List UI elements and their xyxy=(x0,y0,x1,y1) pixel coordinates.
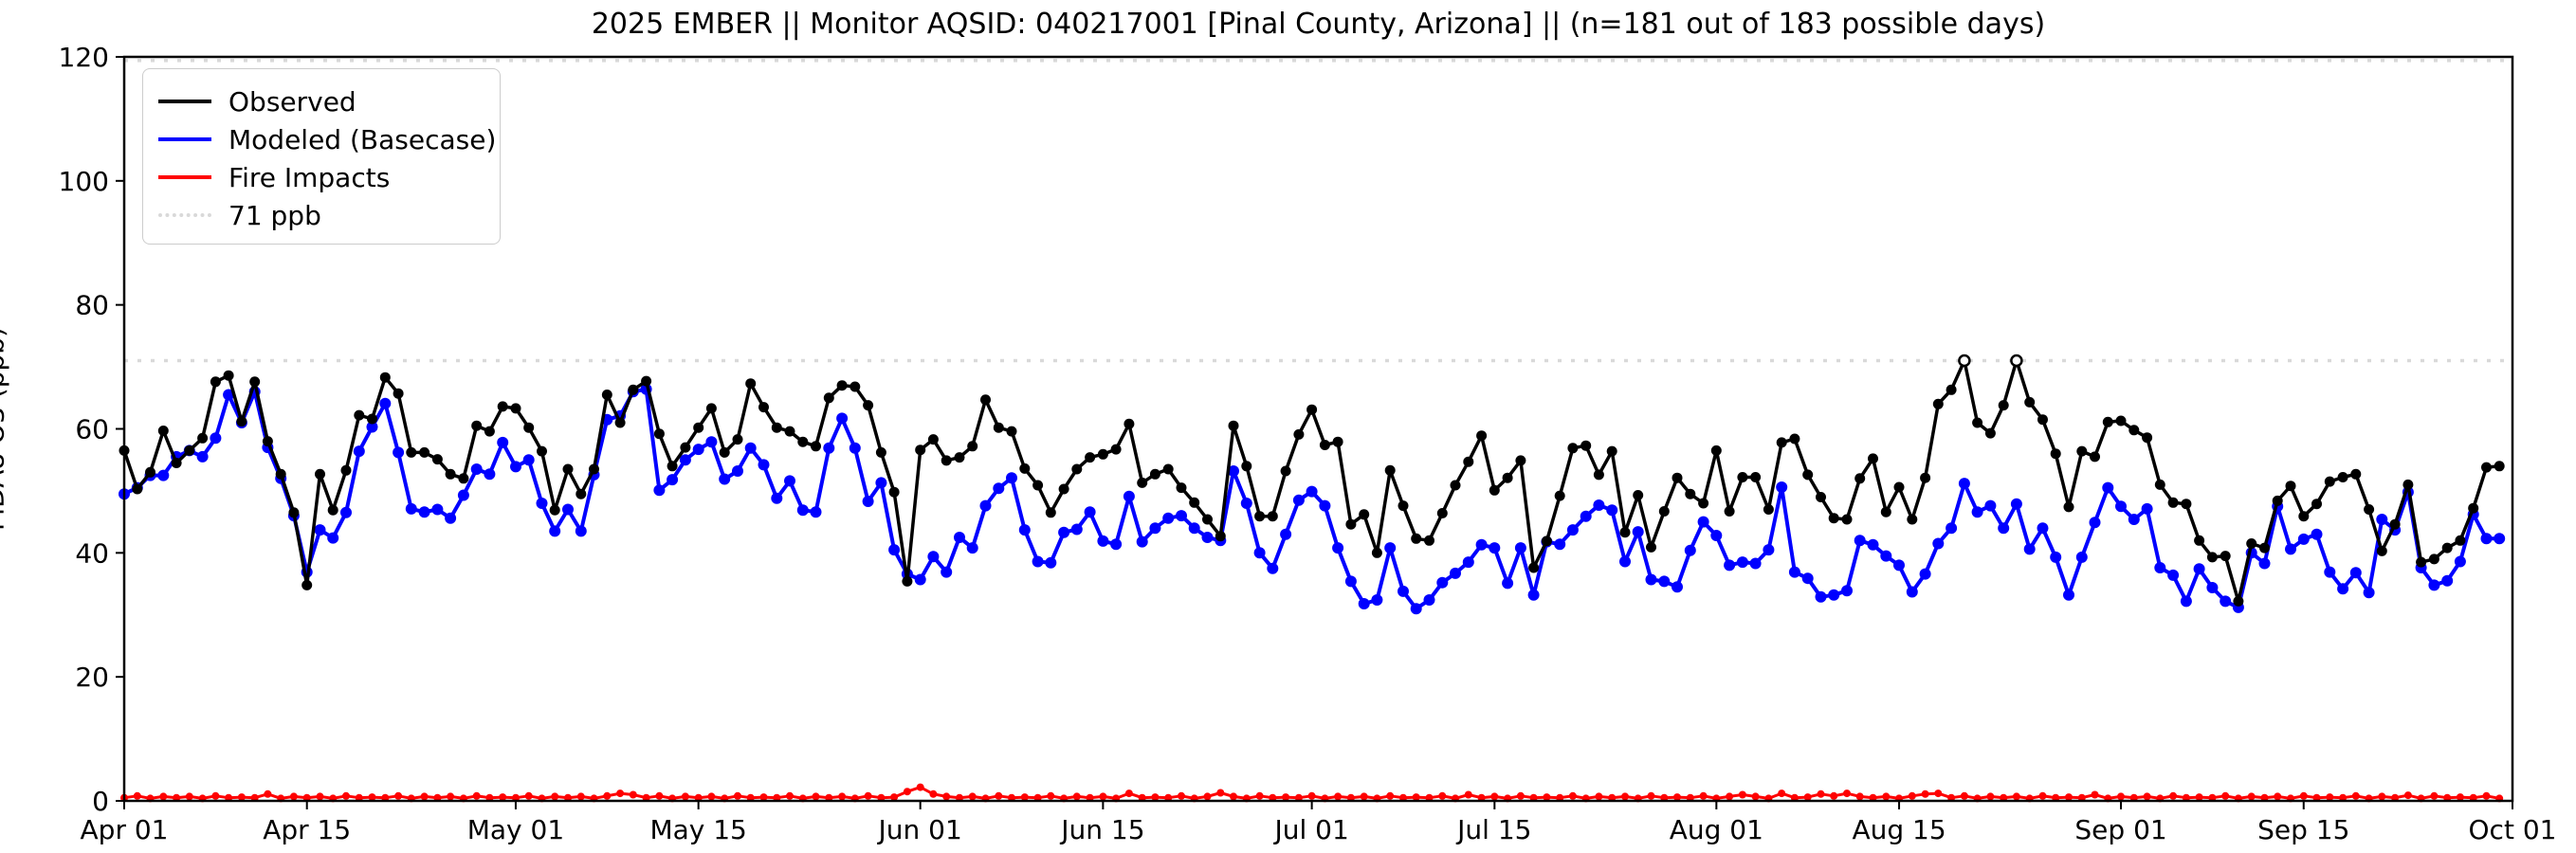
x-tick-label: Jul 15 xyxy=(1455,814,1531,845)
legend-label-threshold: 71 ppb xyxy=(228,199,321,231)
x-tick-label: Apr 15 xyxy=(263,814,351,845)
x-tick-label: Jul 01 xyxy=(1272,814,1348,845)
legend-item-observed: Observed xyxy=(143,82,500,120)
y-tick-label: 40 xyxy=(75,537,109,569)
legend-label-fire: Fire Impacts xyxy=(228,161,391,193)
x-tick-label: Apr 01 xyxy=(81,814,169,845)
x-tick-label: Sep 15 xyxy=(2257,814,2349,845)
x-tick-label: Oct 01 xyxy=(2469,814,2557,845)
legend-item-fire: Fire Impacts xyxy=(143,158,500,196)
series-line-observed xyxy=(122,358,2500,604)
fire-line-swatch xyxy=(158,175,211,179)
x-tick-label: May 15 xyxy=(649,814,746,845)
legend: Observed Modeled (Basecase) Fire Impacts… xyxy=(142,68,501,245)
legend-item-modeled: Modeled (Basecase) xyxy=(143,120,500,158)
x-tick-label: Aug 15 xyxy=(1852,814,1946,845)
x-tick-label: Sep 01 xyxy=(2074,814,2166,845)
legend-item-threshold: 71 ppb xyxy=(143,196,500,234)
y-tick-label: 20 xyxy=(75,662,109,693)
y-tick-label: 100 xyxy=(59,166,109,197)
x-tick-label: Aug 01 xyxy=(1670,814,1763,845)
series-line-modeled-basecase- xyxy=(123,387,2500,611)
y-tick-label: 60 xyxy=(75,414,109,445)
x-tick-label: Jun 01 xyxy=(877,814,962,845)
legend-label-observed: Observed xyxy=(228,85,356,118)
exceedance-marker xyxy=(1958,354,1971,368)
chart-title: 2025 EMBER || Monitor AQSID: 040217001 [… xyxy=(591,8,2046,41)
observed-line-swatch xyxy=(158,100,211,103)
y-tick-label: 0 xyxy=(92,786,109,817)
x-tick-label: May 01 xyxy=(467,814,564,845)
y-tick-label: 120 xyxy=(59,42,109,73)
y-tick-label: 80 xyxy=(75,290,109,321)
x-tick-label: Jun 15 xyxy=(1059,814,1144,845)
legend-label-modeled: Modeled (Basecase) xyxy=(228,123,497,155)
modeled-line-swatch xyxy=(158,137,211,141)
threshold-line-swatch xyxy=(158,213,211,217)
exceedance-marker xyxy=(2010,354,2023,368)
